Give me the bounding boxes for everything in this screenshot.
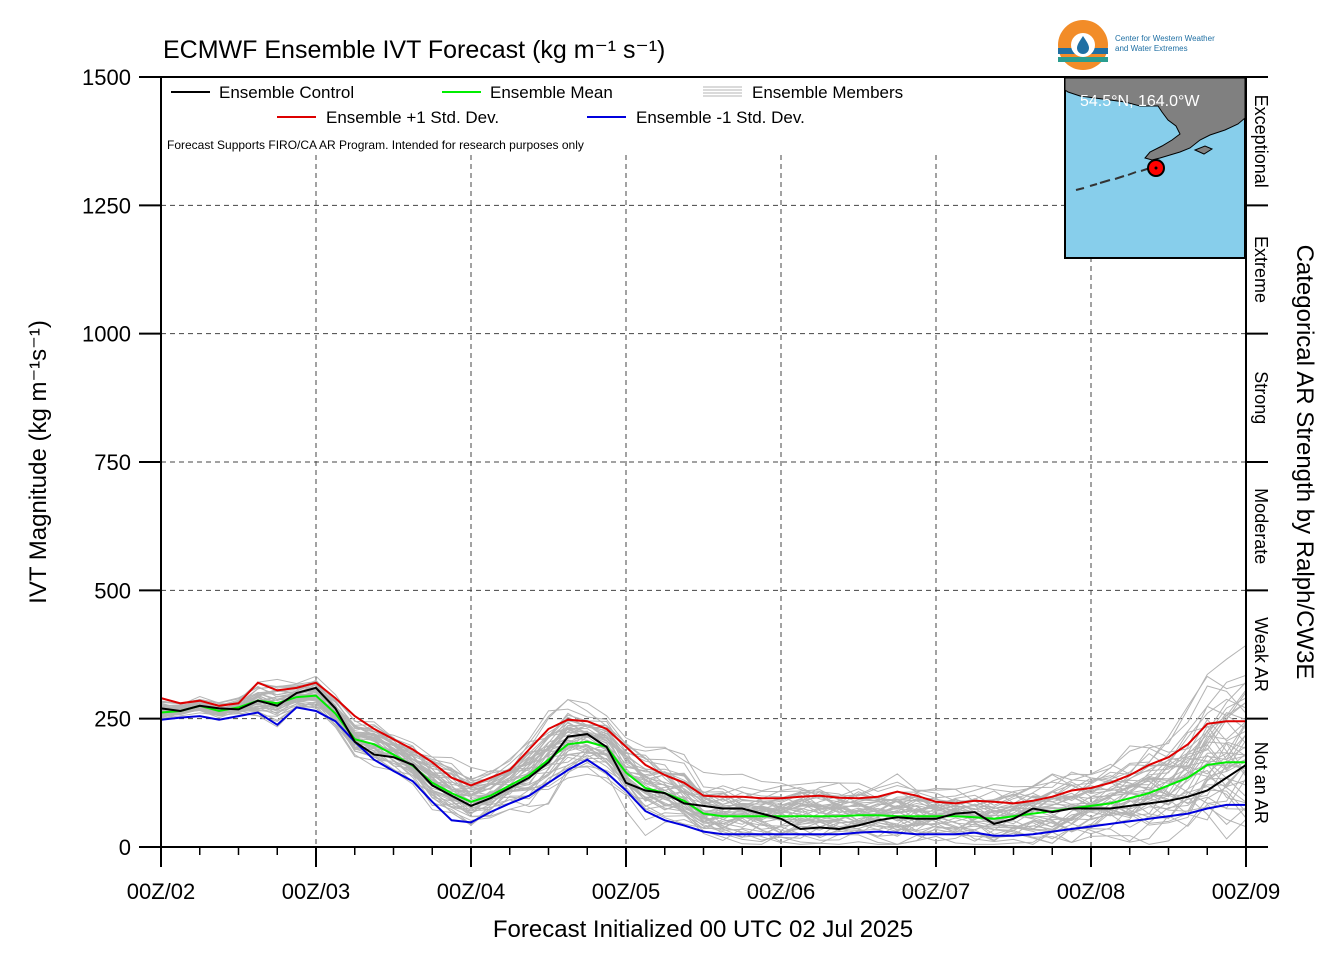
x-axis-label: Forecast Initialized 00 UTC 02 Jul 2025 [493, 916, 913, 943]
right-axis-label: Categorical AR Strength by Ralph/CW3E [1291, 245, 1318, 680]
ar-category-label: Exceptional [1251, 95, 1271, 188]
research-note: Forecast Supports FIRO/CA AR Program. In… [167, 138, 584, 152]
legend-label-mean: Ensemble Mean [490, 83, 613, 102]
ar-category-labels: Not an AR Weak AR Moderate Strong Extreme Exc… [1251, 95, 1271, 824]
y-tick-label: 1500 [82, 65, 131, 90]
inset-map: 54.5°N, 164.0°W [1064, 76, 1246, 259]
ensemble-member-line [160, 675, 1247, 821]
control-line [160, 686, 1247, 831]
x-tick-label: 00Z/07 [902, 879, 971, 904]
chart-title: ECMWF Ensemble IVT Forecast (kg m⁻¹ s⁻¹) [163, 36, 665, 64]
ensemble-member-line [160, 693, 1247, 813]
x-tick-label: 00Z/06 [747, 879, 816, 904]
x-tick-label: 00Z/05 [592, 879, 661, 904]
legend-label-control: Ensemble Control [219, 83, 354, 102]
ensemble-member-line [160, 704, 1247, 830]
ar-category-label: Moderate [1251, 488, 1271, 564]
legend-label-plus-sd: Ensemble +1 Std. Dev. [326, 108, 499, 127]
inset-land-alaska [1064, 77, 1246, 161]
logo-text-line2: and Water Extremes [1115, 44, 1188, 53]
y-tick-label: 250 [94, 707, 131, 732]
x-tick-label: 00Z/08 [1057, 879, 1126, 904]
series-lines [160, 681, 1247, 837]
inset-location-label: 54.5°N, 164.0°W [1080, 93, 1200, 110]
inset-aleutian-chain [1075, 167, 1151, 191]
minus-sd-line [160, 706, 1246, 837]
ar-category-label: Weak AR [1251, 617, 1271, 692]
legend-swatch-members [703, 86, 742, 97]
axes: 0 250 500 750 1000 1250 1500 00Z/02 00Z/03 00Z/04… [82, 65, 1280, 904]
y-tick-label: 0 [119, 835, 131, 860]
legend-label-minus-sd: Ensemble -1 Std. Dev. [636, 108, 805, 127]
y-tick-label: 750 [94, 450, 131, 475]
logo-text-line1: Center for Western Weather [1115, 34, 1215, 43]
y-tick-label: 1250 [82, 193, 131, 218]
x-tick-label: 00Z/02 [127, 879, 196, 904]
logo-wave-bar-2 [1058, 57, 1108, 62]
ar-category-label: Extreme [1251, 236, 1271, 303]
y-tick-label: 500 [94, 578, 131, 603]
y-tick-label: 1000 [82, 322, 131, 347]
location-marker-center [1154, 166, 1158, 170]
legend-label-members: Ensemble Members [752, 83, 903, 102]
x-tick-label: 00Z/04 [437, 879, 506, 904]
inset-land-island [1193, 145, 1214, 155]
ensemble-member-line [160, 703, 1247, 845]
ensemble-member-line [160, 682, 1247, 817]
ar-category-label: Not an AR [1251, 742, 1271, 824]
water-drop-icon [1077, 36, 1089, 54]
y-axis-label: IVT Magnitude (kg m⁻¹s⁻¹) [25, 320, 52, 604]
plus-sd-line [160, 681, 1246, 805]
x-tick-label: 00Z/03 [282, 879, 351, 904]
x-tick-label: 00Z/09 [1212, 879, 1281, 904]
ar-category-label: Strong [1251, 371, 1271, 424]
legend: Ensemble Control Ensemble Mean Ensemble … [167, 83, 903, 152]
cw3e-logo: Center for Western Weather and Water Ext… [1058, 20, 1215, 70]
